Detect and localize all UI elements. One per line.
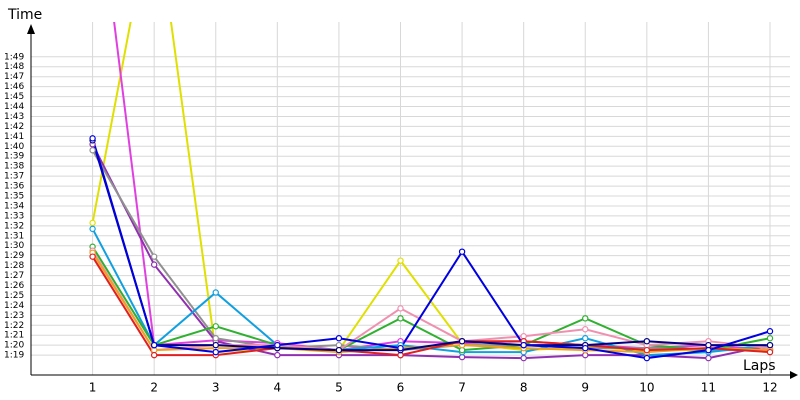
data-point: [766, 348, 774, 356]
y-tick-label: 1:19: [4, 351, 24, 361]
plot-area: [89, 22, 774, 362]
series-line: [91, 228, 771, 357]
data-point: [89, 147, 96, 154]
data-point: [212, 323, 219, 330]
data-point: [458, 337, 466, 345]
y-tick-label: 1:25: [4, 291, 24, 301]
data-point: [397, 315, 404, 322]
x-tick-label: 2: [150, 381, 158, 395]
y-tick-label: 1:40: [4, 142, 24, 152]
y-tick-label: 1:30: [4, 241, 24, 251]
y-tick-label: 1:27: [4, 271, 24, 281]
x-axis-label: Laps: [743, 358, 776, 374]
series-line: [91, 140, 770, 352]
y-tick-label: 1:37: [4, 172, 24, 182]
y-tick-label: 1:35: [4, 192, 24, 202]
data-point: [520, 354, 527, 362]
y-axis-label: Time: [7, 7, 42, 23]
y-tick-label: 1:38: [4, 162, 24, 172]
data-point: [766, 328, 774, 335]
data-point: [397, 344, 404, 352]
data-point: [274, 351, 281, 359]
y-tick-label: 1:33: [4, 211, 24, 221]
y-tick-label: 1:28: [4, 261, 24, 271]
x-tick-label: 4: [274, 381, 282, 395]
data-point: [212, 341, 219, 349]
data-point: [766, 335, 774, 342]
x-tick-label: 6: [397, 381, 405, 395]
data-point: [89, 225, 96, 233]
x-tick-label: 3: [212, 381, 220, 395]
y-tick-label: 1:49: [4, 52, 24, 62]
series-line: [113, 22, 771, 352]
x-tick-label: 7: [458, 381, 466, 395]
data-point: [643, 346, 651, 354]
data-point: [458, 248, 466, 255]
data-point: [643, 354, 651, 362]
y-tick-label: 1:44: [4, 102, 24, 112]
data-point: [212, 335, 219, 342]
data-point: [582, 344, 589, 352]
grid: [31, 22, 790, 375]
data-point: [89, 135, 96, 142]
data-point: [150, 253, 158, 260]
y-tick-label: 1:20: [4, 341, 24, 351]
y-tick-label: 1:22: [4, 321, 24, 331]
data-point: [705, 346, 712, 354]
data-point: [397, 257, 404, 264]
x-tick-label: 10: [639, 381, 654, 395]
x-tick-label: 5: [335, 381, 343, 395]
data-point: [705, 354, 712, 362]
y-tick-label: 1:34: [4, 201, 24, 211]
series-line: [91, 149, 770, 352]
data-point: [89, 253, 96, 260]
y-tick-label: 1:21: [4, 331, 24, 341]
x-tick-label: 11: [701, 381, 716, 395]
series-line: [91, 138, 771, 360]
data-point: [212, 289, 219, 296]
y-tick-label: 1:45: [4, 92, 24, 102]
data-point: [766, 341, 774, 349]
y-tick-label: 1:48: [4, 62, 24, 72]
series-line: [91, 246, 771, 352]
series-line: [91, 256, 771, 357]
y-tick-label: 1:26: [4, 281, 24, 291]
x-axis-arrow: [790, 371, 798, 379]
y-tick-label: 1:39: [4, 152, 24, 162]
y-tick-label: 1:24: [4, 301, 24, 311]
data-point: [212, 348, 219, 356]
data-point: [150, 351, 158, 359]
y-tick-label: 1:23: [4, 311, 24, 321]
data-point: [89, 219, 96, 227]
data-point: [150, 261, 158, 268]
y-tick-label: 1:42: [4, 122, 24, 132]
data-point: [582, 335, 589, 342]
data-point: [582, 315, 589, 322]
y-tick-label: 1:31: [4, 231, 24, 241]
y-tick-label: 1:41: [4, 132, 24, 142]
y-tick-label: 1:36: [4, 182, 24, 192]
y-tick-label: 1:47: [4, 72, 24, 82]
data-point: [335, 346, 343, 354]
data-point: [520, 341, 527, 349]
data-point: [274, 341, 281, 349]
data-point: [150, 341, 158, 349]
x-tick-label: 8: [520, 381, 528, 395]
data-point: [582, 326, 589, 333]
y-axis-arrow: [27, 24, 35, 34]
x-tick-label: 12: [762, 381, 777, 395]
y-tick-label: 1:32: [4, 221, 24, 231]
y-tick-label: 1:29: [4, 251, 24, 261]
x-tick-label: 1: [89, 381, 97, 395]
data-point: [397, 305, 404, 312]
data-point: [335, 335, 343, 342]
x-tick-label: 9: [581, 381, 589, 395]
y-tick-label: 1:43: [4, 112, 24, 122]
data-point: [643, 337, 651, 345]
y-tick-label: 1:46: [4, 82, 24, 92]
